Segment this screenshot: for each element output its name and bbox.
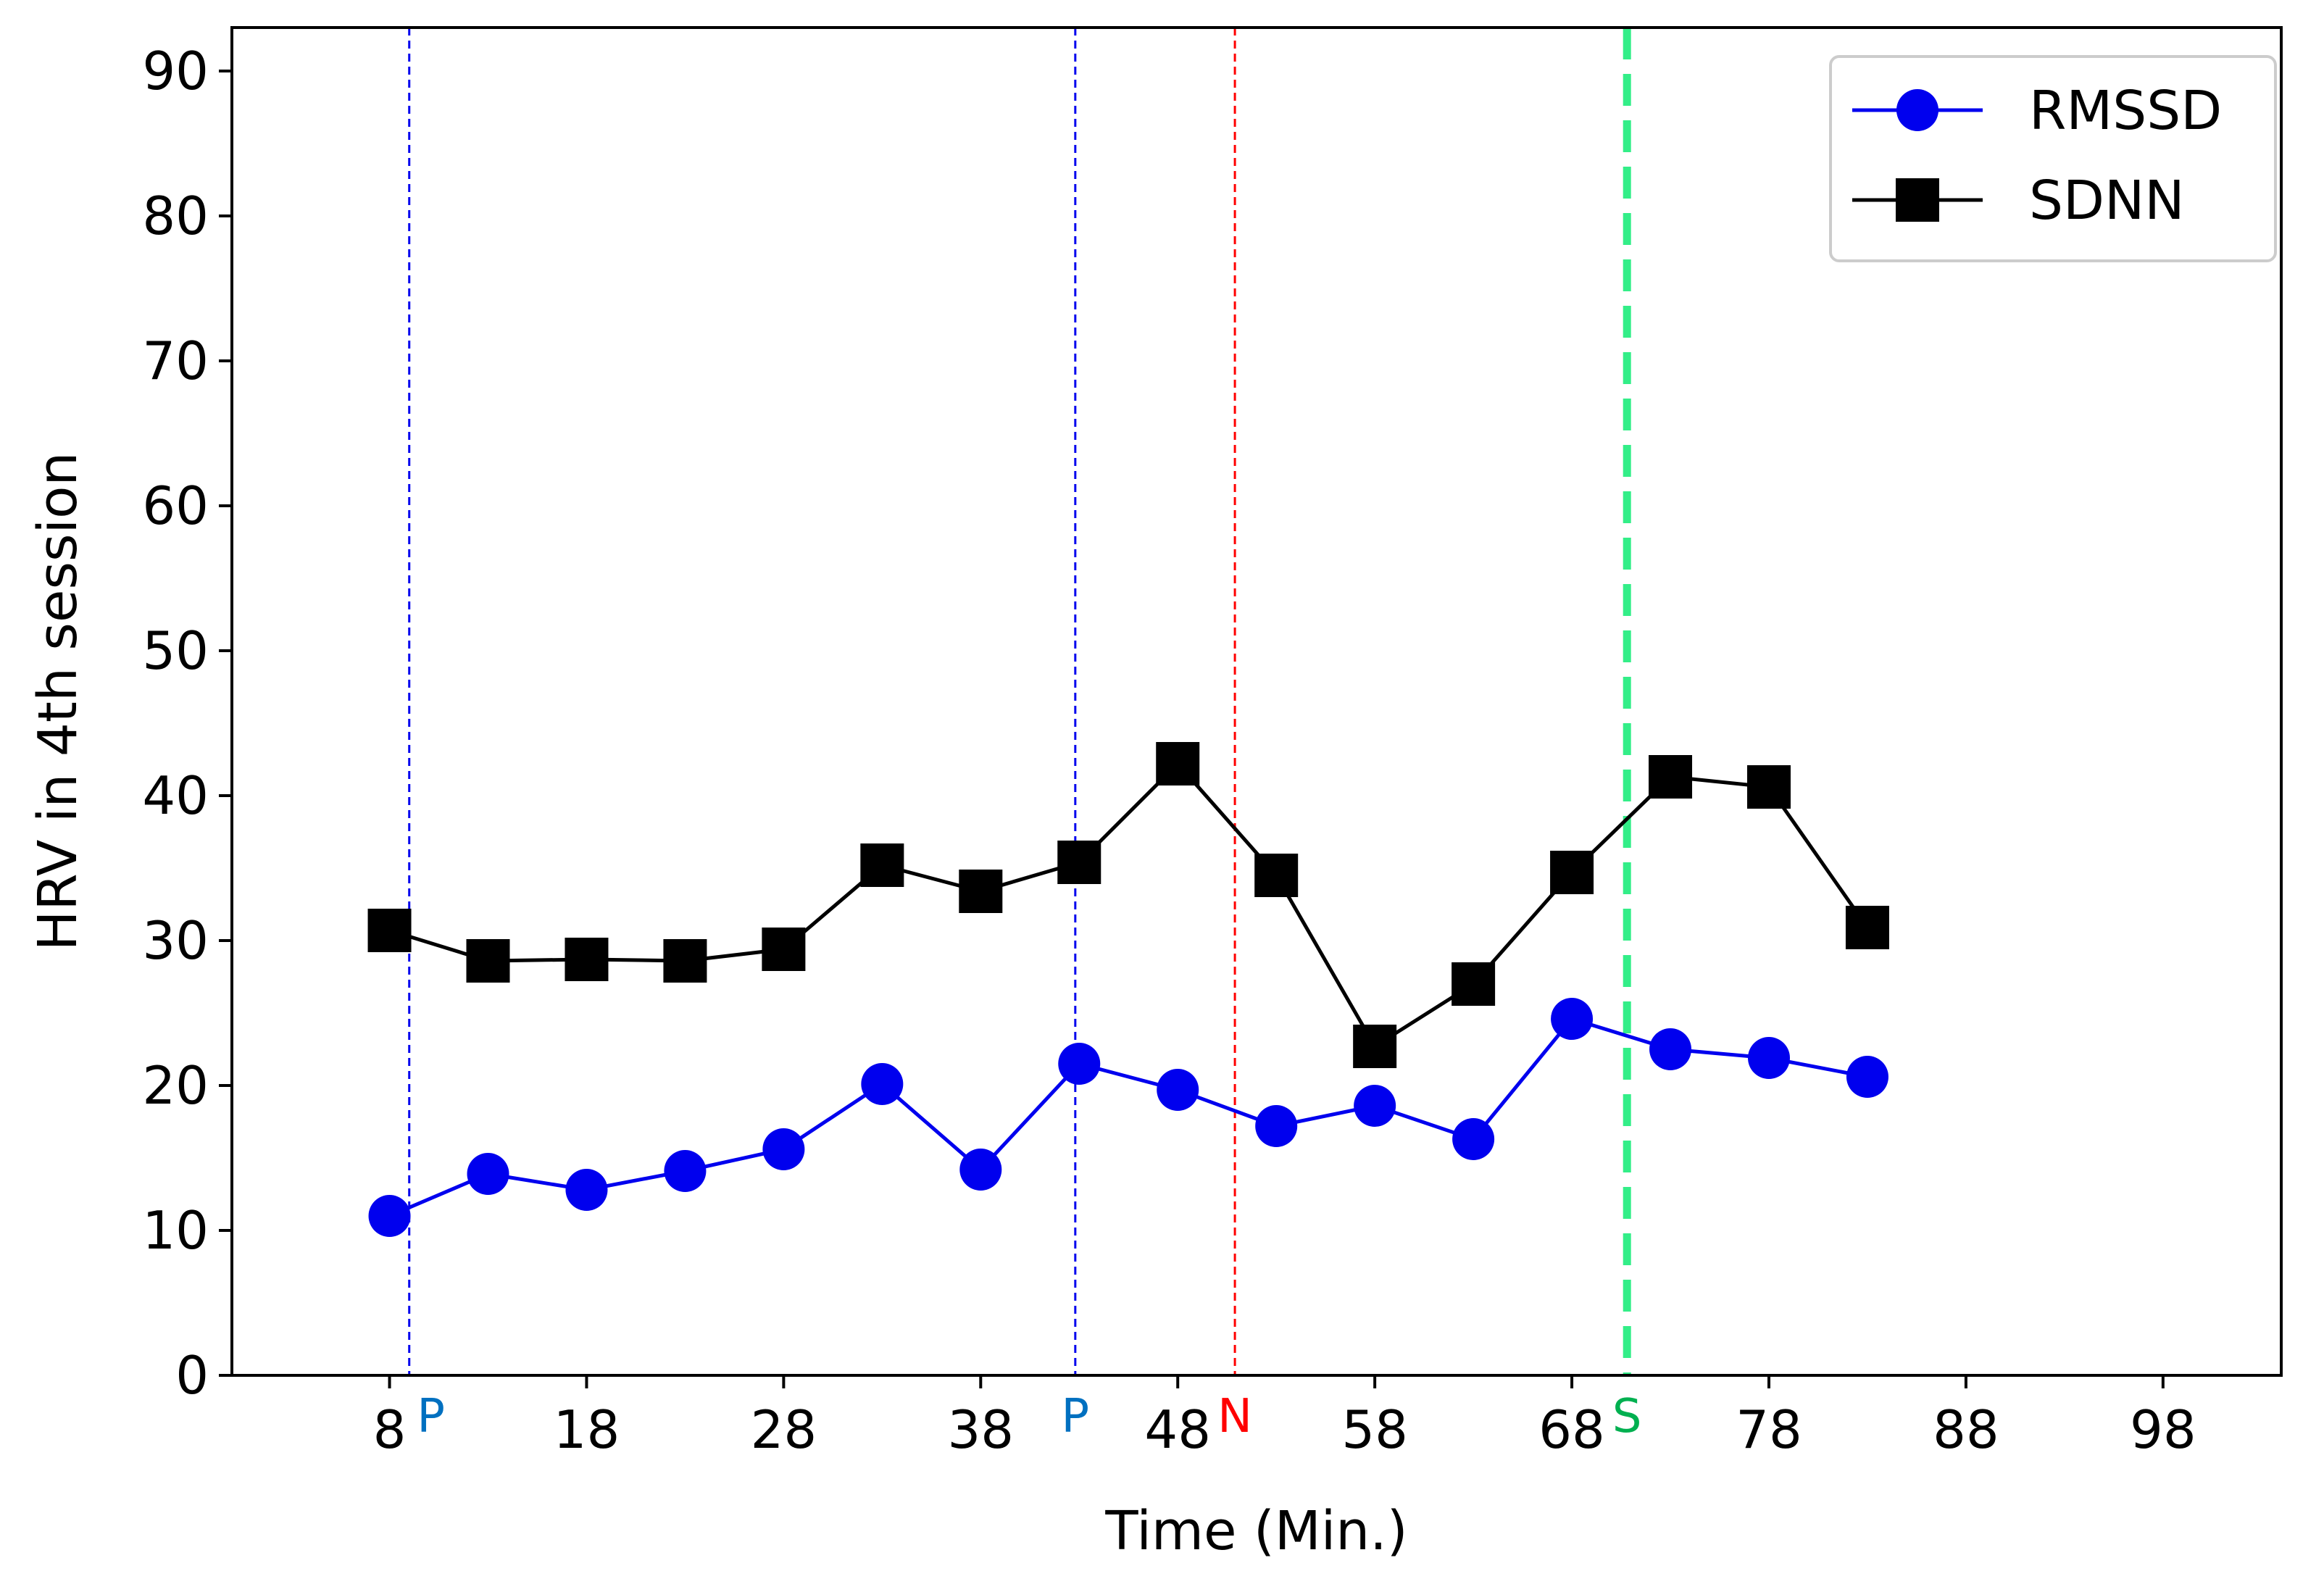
- event-marker-label-3: N: [1217, 1390, 1252, 1443]
- sdnn-point-16: [1845, 906, 1889, 949]
- rmssd-point-11: [1354, 1085, 1396, 1127]
- sdnn-point-3: [565, 938, 609, 981]
- rmssd-point-6: [861, 1063, 904, 1105]
- x-tick-label: 18: [554, 1399, 620, 1460]
- event-marker-label-4: S: [1612, 1390, 1642, 1443]
- legend: RMSSD SDNN: [1829, 55, 2277, 262]
- rmssd-point-1: [368, 1195, 411, 1237]
- x-tick-label: 48: [1144, 1399, 1211, 1460]
- y-tick-label: 70: [142, 330, 209, 391]
- x-tick-label: 88: [1933, 1399, 1999, 1460]
- x-tick-label: 28: [751, 1399, 817, 1460]
- y-tick-label: 90: [142, 41, 209, 101]
- sdnn-point-10: [1254, 854, 1299, 897]
- legend-sdnn-label: SDNN: [2029, 170, 2185, 232]
- y-tick-label: 50: [142, 620, 209, 681]
- rmssd-point-7: [959, 1149, 1002, 1191]
- rmssd-point-14: [1649, 1028, 1692, 1070]
- rmssd-point-12: [1452, 1118, 1495, 1160]
- y-tick-label: 0: [175, 1345, 209, 1406]
- y-tick-label: 80: [142, 186, 209, 246]
- sdnn-point-12: [1452, 962, 1496, 1006]
- x-axis-title: Time (Min.): [1104, 1500, 1407, 1562]
- rmssd-point-2: [467, 1153, 509, 1195]
- event-marker-label-2: P: [1062, 1390, 1090, 1443]
- sdnn-point-13: [1550, 851, 1594, 894]
- rmssd-point-3: [565, 1169, 608, 1211]
- y-tick-label: 10: [142, 1200, 209, 1261]
- event-marker-label-1: P: [417, 1390, 445, 1443]
- axis-ticks: 8 18 28 38 48 58 68 78 88 98 0 10 20 30 40 50 60 70 80 90: [142, 41, 2196, 1460]
- rmssd-point-4: [664, 1150, 707, 1192]
- y-tick-label: 60: [142, 475, 209, 536]
- y-tick-label: 30: [142, 910, 209, 971]
- rmssd-point-13: [1551, 998, 1594, 1040]
- rmssd-point-16: [1846, 1056, 1888, 1098]
- sdnn-point-2: [466, 939, 510, 983]
- series-lines: [367, 742, 1889, 1237]
- sdnn-line: [388, 761, 1870, 1049]
- legend-rmssd-label: RMSSD: [2029, 80, 2222, 142]
- legend-rmssd-marker: [1896, 89, 1938, 131]
- rmssd-point-9: [1157, 1069, 1199, 1111]
- x-tick-label: 8: [373, 1399, 407, 1460]
- rmssd-point-5: [762, 1128, 805, 1170]
- sdnn-point-7: [959, 870, 1003, 913]
- x-tick-label: 68: [1538, 1399, 1605, 1460]
- y-tick-label: 20: [142, 1055, 209, 1116]
- sdnn-point-1: [367, 909, 412, 952]
- rmssd-line: [388, 1017, 1868, 1218]
- rmssd-point-15: [1748, 1037, 1790, 1079]
- sdnn-point-11: [1353, 1025, 1397, 1068]
- sdnn-point-14: [1649, 755, 1693, 799]
- y-axis-title: HRV in 4th session: [27, 452, 89, 951]
- x-tick-label: 78: [1736, 1399, 1802, 1460]
- y-tick-label: 40: [142, 765, 209, 826]
- plot-area-border: [230, 26, 2283, 1377]
- x-tick-label: 98: [2130, 1399, 2196, 1460]
- sdnn-point-6: [860, 843, 904, 887]
- sdnn-point-9: [1156, 742, 1200, 786]
- x-tick-label: 38: [947, 1399, 1014, 1460]
- sdnn-point-8: [1057, 841, 1101, 884]
- sdnn-point-4: [663, 939, 707, 983]
- sdnn-point-5: [762, 928, 806, 971]
- rmssd-point-10: [1255, 1105, 1298, 1147]
- sdnn-point-15: [1747, 765, 1791, 809]
- legend-box: [1829, 55, 2277, 262]
- plot-frame: [230, 26, 2283, 1377]
- rmssd-point-8: [1058, 1043, 1101, 1085]
- legend-sdnn-marker: [1896, 178, 1939, 222]
- x-tick-label: 58: [1341, 1399, 1408, 1460]
